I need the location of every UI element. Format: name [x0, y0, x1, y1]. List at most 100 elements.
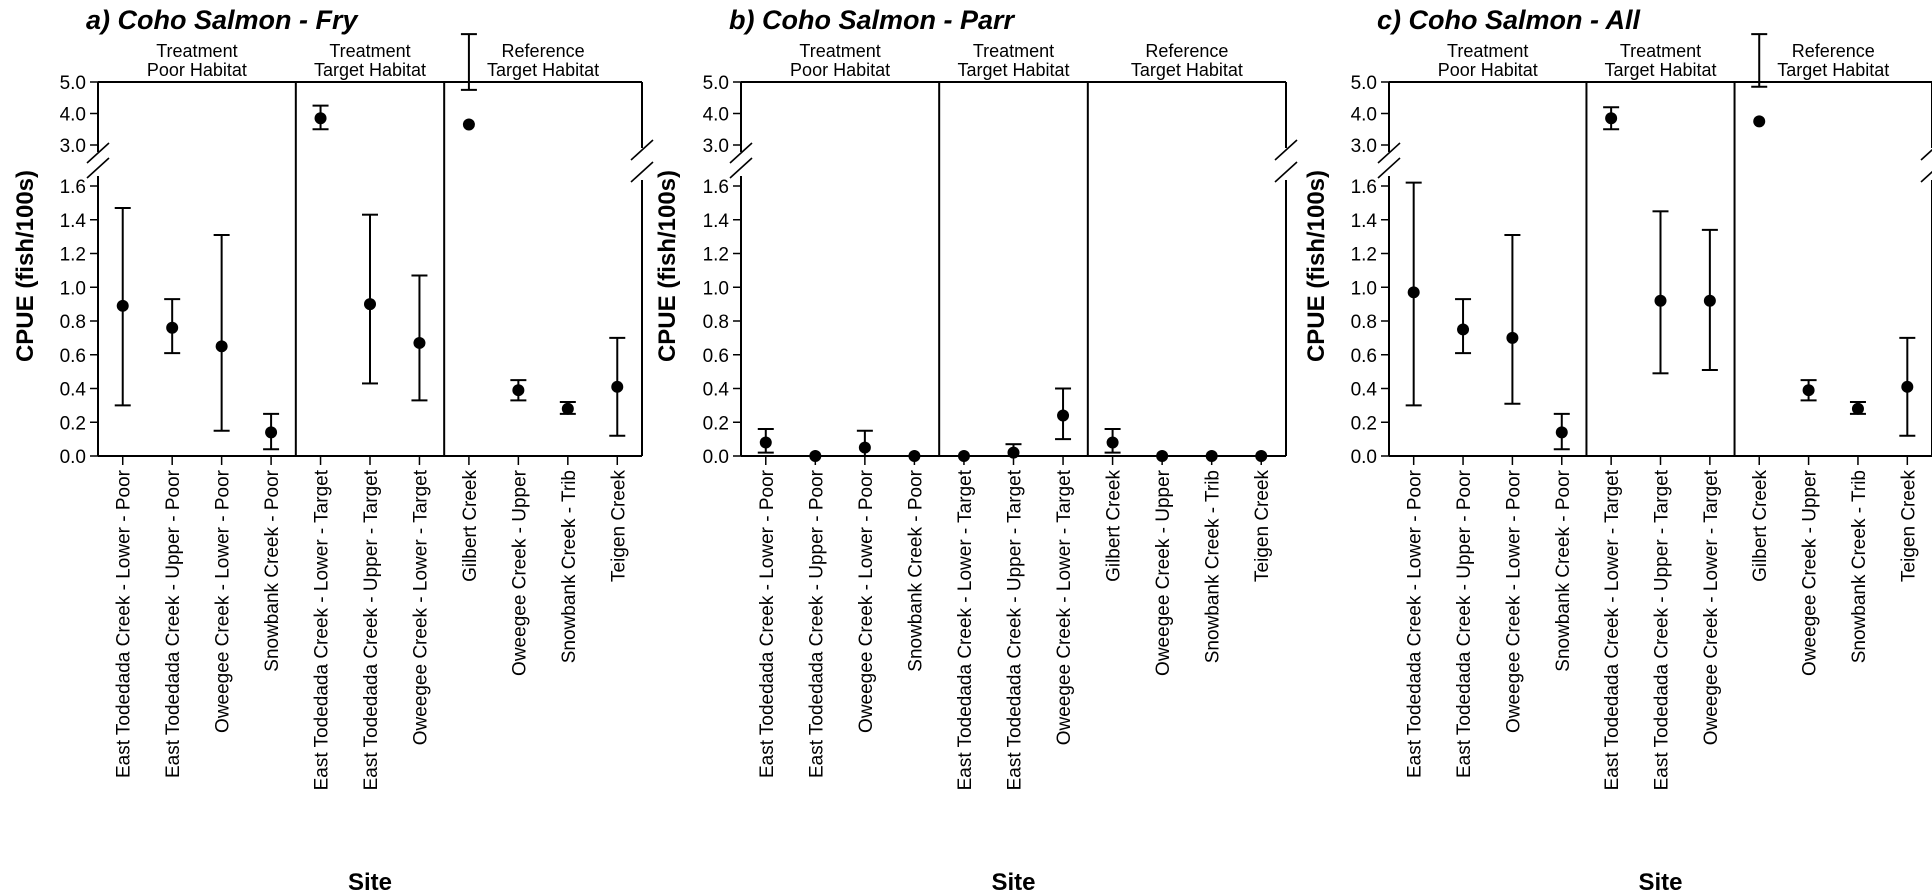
- x-tick-label: East Todedada Creek - Upper - Poor: [163, 469, 184, 778]
- chart-title: a) Coho Salmon - Fry: [86, 5, 360, 35]
- group-header-line2: Poor Habitat: [790, 60, 890, 80]
- y-axis-label: CPUE (fish/100s): [12, 170, 39, 362]
- chart-title: b) Coho Salmon - Parr: [729, 5, 1016, 35]
- y-tick-label: 4.0: [1351, 105, 1377, 126]
- x-tick-label: Oweegee Creek - Lower - Target: [1701, 469, 1722, 745]
- x-tick-label: East Todedada Creek - Lower - Poor: [114, 469, 135, 778]
- group-header-line2: Target Habitat: [1131, 60, 1243, 80]
- group-header-line1: Reference: [1792, 41, 1875, 61]
- data-point: [265, 426, 278, 439]
- data-point: [1106, 436, 1119, 449]
- x-tick-label: Gilbert Creek: [1750, 470, 1771, 582]
- group-header-line1: Treatment: [1447, 41, 1528, 61]
- y-tick-label: 1.2: [60, 245, 86, 266]
- data-point: [908, 450, 921, 462]
- chart-panel-1: a) Coho Salmon - Fry 3.0 4.0 5.0 0.0 0.2 0.4 0.…: [12, 5, 654, 895]
- data-point: [512, 384, 525, 397]
- data-point: [1506, 331, 1519, 344]
- y-tick-label: 1.4: [1351, 211, 1378, 232]
- x-tick-label: Teigen Creek: [1252, 470, 1273, 582]
- x-tick-label: East Todedada Creek - Upper - Target: [361, 469, 382, 790]
- y-tick-label: 1.2: [703, 245, 729, 266]
- data-point: [1605, 112, 1618, 125]
- y-tick-label: 3.0: [703, 136, 729, 157]
- group-header-line2: Target Habitat: [1777, 60, 1889, 80]
- y-tick-label: 5.0: [1351, 73, 1377, 94]
- data-point: [1457, 323, 1470, 336]
- y-tick-label: 4.0: [60, 105, 86, 126]
- y-tick-label: 0.0: [60, 447, 86, 468]
- y-tick-label: 1.0: [703, 278, 729, 299]
- data-point: [413, 336, 426, 349]
- y-tick-label: 0.4: [703, 380, 730, 401]
- data-point: [611, 380, 624, 393]
- axis-break-mark: [1274, 139, 1298, 161]
- chart-panel-2: b) Coho Salmon - Parr 3.0 4.0 5.0 0.0 0.2 0.4 0…: [654, 5, 1298, 895]
- chart-title: c) Coho Salmon - All: [1377, 5, 1640, 35]
- x-tick-label: East Todedada Creek - Upper - Poor: [806, 469, 827, 778]
- y-tick-label: 3.0: [60, 136, 86, 157]
- x-tick-label: Snowbank Creek - Trib: [1203, 470, 1224, 663]
- group-header-line2: Target Habitat: [314, 60, 426, 80]
- x-tick-label: Oweegee Creek - Upper: [1153, 469, 1174, 676]
- x-tick-label: Gilbert Creek: [1104, 470, 1125, 582]
- axis-break-mark: [1920, 148, 1932, 161]
- x-axis-label: Site: [348, 869, 392, 895]
- axis-break-mark: [1920, 170, 1932, 183]
- y-tick-label: 5.0: [703, 73, 729, 94]
- data-point: [1851, 402, 1864, 415]
- data-point: [759, 436, 772, 449]
- y-tick-label: 1.2: [1351, 245, 1377, 266]
- y-tick-label: 0.0: [1351, 447, 1377, 468]
- x-axis-label: Site: [991, 869, 1035, 895]
- axis-break-mark: [1377, 157, 1401, 179]
- y-tick-label: 0.6: [1351, 346, 1377, 367]
- y-tick-label: 0.8: [1351, 312, 1377, 333]
- axis-break-mark: [1274, 161, 1298, 183]
- x-tick-label: Snowbank Creek - Poor: [1553, 469, 1574, 671]
- axis-break-mark: [630, 161, 654, 183]
- group-header-line1: Treatment: [973, 41, 1054, 61]
- x-tick-label: Teigen Creek: [1898, 470, 1919, 582]
- x-tick-label: Oweegee Creek - Lower - Target: [1054, 469, 1075, 745]
- data-point: [1007, 446, 1020, 459]
- axis-break-mark: [86, 142, 110, 164]
- y-tick-label: 0.6: [703, 346, 729, 367]
- axis-break-mark: [729, 142, 753, 164]
- y-tick-label: 0.8: [703, 312, 729, 333]
- y-tick-label: 0.4: [60, 380, 87, 401]
- x-tick-label: Snowbank Creek - Poor: [905, 469, 926, 671]
- data-point: [858, 441, 871, 454]
- x-axis-label: Site: [1638, 869, 1682, 895]
- y-axis-label: CPUE (fish/100s): [654, 170, 681, 362]
- x-tick-label: Oweegee Creek - Lower - Target: [410, 469, 431, 745]
- data-point: [957, 450, 970, 462]
- y-tick-label: 1.0: [60, 278, 86, 299]
- x-tick-label: East Todedada Creek - Upper - Target: [1652, 469, 1673, 790]
- data-point: [1654, 294, 1667, 307]
- axis-break-mark: [630, 139, 654, 161]
- x-tick-label: Snowbank Creek - Trib: [1849, 470, 1870, 663]
- data-point: [462, 118, 475, 131]
- x-tick-label: Oweegee Creek - Lower - Poor: [1503, 469, 1524, 733]
- data-point: [166, 321, 179, 334]
- data-point: [1255, 450, 1268, 462]
- x-tick-label: East Todedada Creek - Lower - Target: [1602, 469, 1623, 790]
- data-point: [1703, 294, 1716, 307]
- y-tick-label: 0.6: [60, 346, 86, 367]
- axis-break-mark: [86, 157, 110, 179]
- y-axis-label: CPUE (fish/100s): [1303, 170, 1330, 362]
- y-tick-label: 1.6: [1351, 177, 1377, 198]
- y-tick-label: 3.0: [1351, 136, 1377, 157]
- y-tick-label: 1.4: [703, 211, 730, 232]
- data-point: [215, 340, 228, 353]
- y-tick-label: 4.0: [703, 105, 729, 126]
- group-header-line2: Target Habitat: [487, 60, 599, 80]
- group-header-line2: Target Habitat: [957, 60, 1069, 80]
- axis-break-mark: [729, 157, 753, 179]
- x-tick-label: East Todedada Creek - Lower - Poor: [757, 469, 778, 778]
- x-tick-label: Oweegee Creek - Lower - Poor: [213, 469, 234, 733]
- y-tick-label: 0.8: [60, 312, 86, 333]
- x-tick-label: East Todedada Creek - Lower - Poor: [1405, 469, 1426, 778]
